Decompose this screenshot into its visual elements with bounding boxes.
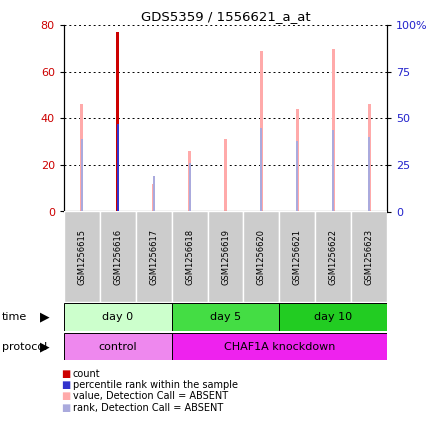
Bar <box>116 33 120 212</box>
Bar <box>332 129 334 212</box>
Text: GSM1256618: GSM1256618 <box>185 229 194 285</box>
Bar <box>351 212 387 302</box>
Text: protocol: protocol <box>2 342 48 352</box>
Bar <box>153 176 154 212</box>
Bar <box>279 303 387 331</box>
Bar <box>332 49 335 212</box>
Bar <box>189 163 191 212</box>
Bar <box>117 124 119 212</box>
Bar <box>279 212 315 302</box>
Text: GSM1256616: GSM1256616 <box>113 229 122 285</box>
Text: ■: ■ <box>62 368 71 379</box>
Bar <box>260 128 262 212</box>
Bar <box>297 141 298 212</box>
Bar <box>172 333 387 360</box>
Title: GDS5359 / 1556621_a_at: GDS5359 / 1556621_a_at <box>141 10 310 23</box>
Bar <box>243 212 279 302</box>
Text: day 0: day 0 <box>102 312 133 322</box>
Bar <box>296 109 299 212</box>
Text: rank, Detection Call = ABSENT: rank, Detection Call = ABSENT <box>73 403 223 413</box>
Bar <box>260 51 263 212</box>
Text: time: time <box>2 312 27 322</box>
Text: ▶: ▶ <box>40 341 49 353</box>
Text: count: count <box>73 368 100 379</box>
Text: ■: ■ <box>62 403 71 413</box>
Text: GSM1256619: GSM1256619 <box>221 229 230 285</box>
Text: GSM1256621: GSM1256621 <box>293 229 302 285</box>
Text: ▶: ▶ <box>40 311 49 324</box>
Bar <box>152 184 155 212</box>
Bar <box>368 104 370 212</box>
Text: control: control <box>99 342 137 352</box>
Bar <box>172 212 208 302</box>
Text: percentile rank within the sample: percentile rank within the sample <box>73 380 238 390</box>
Bar <box>81 139 83 212</box>
Text: GSM1256620: GSM1256620 <box>257 229 266 285</box>
Text: ■: ■ <box>62 380 71 390</box>
Text: day 10: day 10 <box>314 312 352 322</box>
Bar <box>224 140 227 212</box>
Bar <box>100 212 136 302</box>
Text: GSM1256622: GSM1256622 <box>329 229 338 285</box>
Text: GSM1256615: GSM1256615 <box>77 229 86 285</box>
Text: CHAF1A knockdown: CHAF1A knockdown <box>224 342 335 352</box>
Bar <box>315 212 351 302</box>
Bar <box>64 333 172 360</box>
Bar <box>172 303 279 331</box>
Bar <box>81 104 83 212</box>
Text: GSM1256623: GSM1256623 <box>365 229 374 285</box>
Bar <box>136 212 172 302</box>
Text: GSM1256617: GSM1256617 <box>149 229 158 285</box>
Bar <box>208 212 243 302</box>
Text: ■: ■ <box>62 391 71 401</box>
Bar <box>64 303 172 331</box>
Text: day 5: day 5 <box>210 312 241 322</box>
Bar <box>117 124 119 212</box>
Bar <box>188 151 191 212</box>
Text: value, Detection Call = ABSENT: value, Detection Call = ABSENT <box>73 391 228 401</box>
Bar <box>64 212 100 302</box>
Bar <box>368 137 370 212</box>
